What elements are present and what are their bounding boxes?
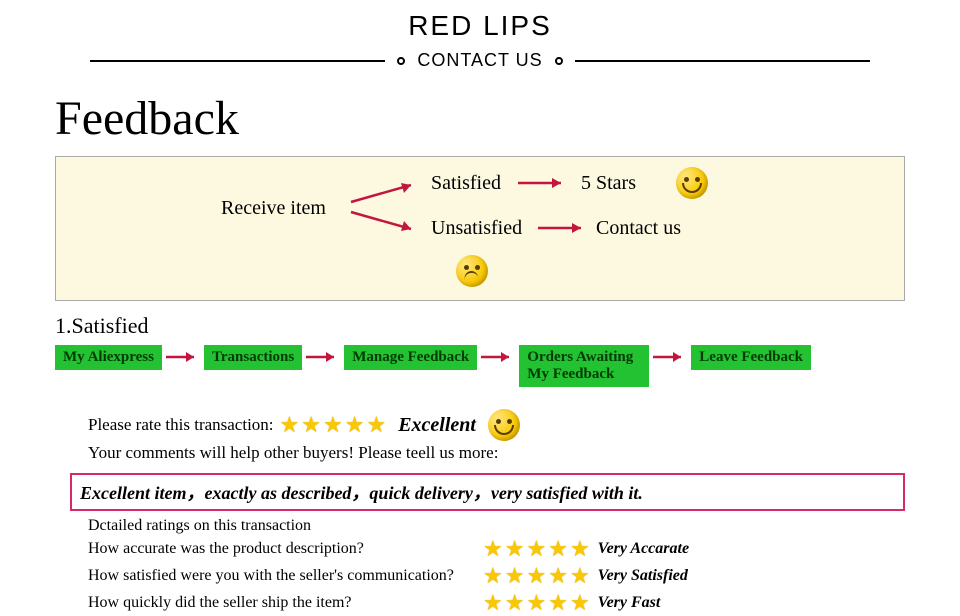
detail-rating: Very Fast [598,594,661,612]
flow-5stars: 5 Stars [581,172,636,195]
review-example-box: Excellent item，exactly as described，quic… [70,473,905,511]
stars-5: ★★★★★ [280,412,387,438]
comment-prompt: Your comments will help other buyers! Pl… [88,443,905,463]
rate-section: Please rate this transaction: ★★★★★ Exce… [88,409,905,463]
arrow-icon [516,175,571,191]
detail-row: How satisfied were you with the seller's… [88,563,905,589]
smiley-meh-icon [456,255,488,287]
header: RED LIPS CONTACT US [0,0,960,71]
stars-5: ★★★★★ [483,536,590,562]
feedback-flow-box: Receive item Satisfied Unsatisfied 5 Sta… [55,156,905,301]
detailed-ratings: Dctailed ratings on this transaction How… [88,517,905,616]
arrow-icon [346,177,426,207]
green-steps-row: My Aliexpress Transactions Manage Feedba… [55,345,905,387]
step-box: Leave Feedback [691,345,811,370]
smiley-happy-icon [488,409,520,441]
section-1-title: 1.Satisfied [55,313,905,339]
arrow-icon [536,220,591,236]
arrow-icon [649,345,691,369]
satisfied-steps: 1.Satisfied My Aliexpress Transactions M… [55,313,905,387]
flow-receive: Receive item [221,197,326,220]
rate-label: Please rate this transaction: [88,415,274,435]
detail-rating: Very Satisfied [598,567,688,585]
step-box: Transactions [204,345,302,370]
stars-5: ★★★★★ [483,590,590,616]
smiley-happy-icon [676,167,708,199]
detail-row: How quickly did the seller ship the item… [88,590,905,616]
detail-question: How satisfied were you with the seller's… [88,567,483,585]
step-box: Manage Feedback [344,345,477,370]
detail-question: How quickly did the seller ship the item… [88,594,483,612]
step-box: Orders Awaiting My Feedback [519,345,649,387]
step-box: My Aliexpress [55,345,162,370]
detail-question: How accurate was the product description… [88,540,483,558]
feedback-heading: Feedback [55,91,960,146]
arrow-icon [477,345,519,369]
arrow-icon [302,345,344,369]
rate-line: Please rate this transaction: ★★★★★ Exce… [88,409,905,441]
stars-5: ★★★★★ [483,563,590,589]
detail-row: How accurate was the product description… [88,536,905,562]
flow-contact: Contact us [596,217,681,240]
detail-heading: Dctailed ratings on this transaction [88,517,905,535]
flow-unsatisfied: Unsatisfied [431,217,522,240]
detail-rating: Very Accarate [598,540,689,558]
arrow-icon [162,345,204,369]
excellent-label: Excellent [398,414,476,437]
divider: CONTACT US [0,50,960,71]
flow-satisfied: Satisfied [431,172,501,195]
brand-title: RED LIPS [0,10,960,42]
arrow-icon [346,207,426,237]
subtitle: CONTACT US [417,50,542,71]
